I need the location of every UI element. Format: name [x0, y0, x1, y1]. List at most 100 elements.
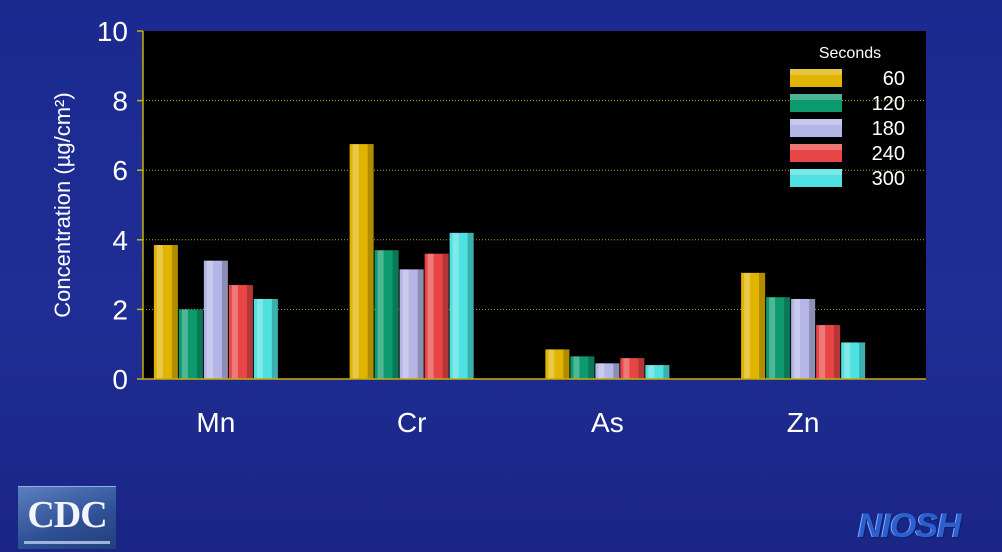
y-tick-label: 4	[112, 225, 128, 256]
bar-shade	[759, 272, 766, 379]
niosh-logo: NIOSH	[858, 507, 962, 545]
bar-shade	[859, 342, 866, 379]
bar-fill	[620, 358, 645, 379]
bar-shade	[271, 298, 278, 379]
cdc-logo-text: CDC	[27, 494, 107, 536]
bar-highlight	[206, 260, 213, 379]
legend: Seconds 60 120 180 240 300	[790, 45, 905, 190]
y-tick-label: 6	[112, 155, 128, 186]
y-tick-label: 0	[112, 364, 128, 395]
bar-As-300	[645, 365, 670, 379]
bar-shade	[171, 245, 178, 379]
bar-Cr-120	[374, 250, 399, 379]
bar-Cr-60	[349, 144, 374, 379]
bar-As-180	[595, 363, 620, 379]
bar-shade	[563, 349, 570, 379]
bar-Cr-300	[449, 232, 474, 379]
legend-swatch-180	[790, 119, 842, 137]
bar-shade	[367, 144, 374, 379]
bar-fill	[645, 365, 670, 379]
bar-highlight	[452, 232, 459, 379]
legend-swatch-240	[790, 144, 842, 162]
bar-fill	[253, 298, 278, 379]
legend-label: 300	[872, 168, 905, 190]
bar-Mn-300	[253, 298, 278, 379]
bar-fill	[741, 272, 766, 379]
y-tick-label: 10	[97, 16, 128, 47]
legend-swatch-60	[790, 69, 842, 87]
bar-shade	[417, 269, 424, 379]
cdc-logo-strip	[24, 541, 110, 544]
bar-fill	[203, 260, 228, 379]
bar-fill	[178, 309, 203, 379]
bar-Mn-240	[228, 285, 253, 379]
bar-highlight	[402, 269, 409, 379]
bar-shade	[784, 297, 791, 379]
bar-Zn-240	[816, 325, 841, 379]
bar-shade	[196, 309, 203, 379]
bar-fill	[449, 232, 474, 379]
bar-As-120	[570, 356, 595, 379]
bar-fill	[349, 144, 374, 379]
bar-fill	[791, 298, 816, 379]
bar-highlight	[648, 365, 655, 379]
bar-shade	[246, 285, 253, 379]
bar-highlight	[548, 349, 555, 379]
legend-swatch-300	[790, 169, 842, 187]
legend-swatch-fill	[790, 94, 842, 112]
bar-As-60	[545, 349, 570, 379]
bar-shade	[613, 363, 620, 379]
legend-swatch-fill	[790, 69, 842, 87]
y-axis-label: Concentration (µg/cm²)	[50, 92, 75, 317]
y-tick-label: 8	[112, 86, 128, 117]
bar-fill	[766, 297, 791, 379]
bar-highlight	[794, 298, 801, 379]
bar-highlight	[256, 298, 263, 379]
bar-highlight	[427, 253, 434, 379]
x-tick-label: Mn	[196, 407, 235, 438]
legend-swatch-highlight	[790, 144, 842, 150]
legend-title: Seconds	[819, 45, 881, 62]
legend-label: 180	[872, 118, 905, 140]
bar-Mn-120	[178, 309, 203, 379]
legend-swatch-fill	[790, 169, 842, 187]
legend-label: 60	[883, 68, 905, 90]
bar-shade	[221, 260, 228, 379]
x-tick-label: As	[591, 407, 624, 438]
bar-shade	[392, 250, 399, 379]
legend-swatch-120	[790, 94, 842, 112]
legend-swatch-fill	[790, 144, 842, 162]
legend-swatch-fill	[790, 119, 842, 137]
legend-swatch-highlight	[790, 119, 842, 125]
bar-fill	[153, 245, 178, 379]
bar-highlight	[377, 250, 384, 379]
bar-fill	[545, 349, 570, 379]
cdc-logo: CDC	[18, 486, 116, 549]
bar-shade	[638, 358, 645, 379]
bar-fill	[570, 356, 595, 379]
bar-shade	[442, 253, 449, 379]
bar-Mn-180	[203, 260, 228, 379]
legend-label: 120	[872, 93, 905, 115]
bar-fill	[374, 250, 399, 379]
bar-highlight	[156, 245, 163, 379]
bar-highlight	[181, 309, 188, 379]
bar-highlight	[352, 144, 359, 379]
legend-label: 240	[872, 143, 905, 165]
bar-fill	[816, 325, 841, 379]
bar-highlight	[744, 272, 751, 379]
bar-highlight	[819, 325, 826, 379]
bar-shade	[834, 325, 841, 379]
x-tick-label: Zn	[787, 407, 820, 438]
bar-highlight	[573, 356, 580, 379]
bar-fill	[228, 285, 253, 379]
bar-fill	[399, 269, 424, 379]
bar-Zn-180	[791, 298, 816, 379]
bar-highlight	[844, 342, 851, 379]
bar-fill	[424, 253, 449, 379]
bar-Cr-240	[424, 253, 449, 379]
y-tick-label: 2	[112, 294, 128, 325]
bar-shade	[467, 232, 474, 379]
bar-shade	[588, 356, 595, 379]
